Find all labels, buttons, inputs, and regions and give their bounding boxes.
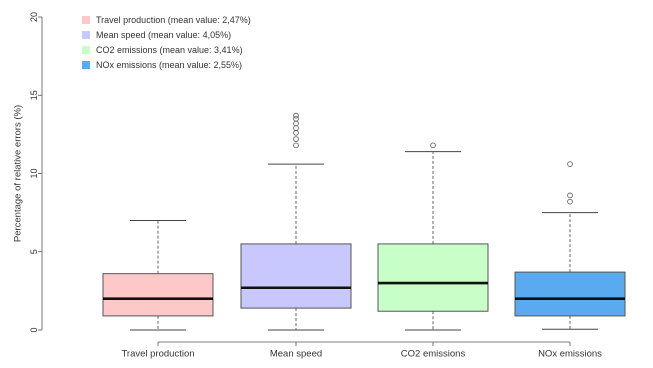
box: [514, 271, 626, 317]
y-axis-label: Percentage of relative errors (%): [13, 105, 24, 242]
category-label: Mean speed: [270, 349, 322, 360]
outlier-point: [293, 120, 299, 127]
outlier-point: [567, 192, 573, 199]
legend-swatch: [82, 16, 90, 24]
legend-entry-label: CO2 emissions (mean value: 3,41%): [96, 45, 243, 55]
category-label: NOx emissions: [538, 349, 602, 360]
legend-swatch: [82, 31, 90, 39]
outlier-point: [567, 198, 573, 205]
box: [240, 243, 352, 309]
outlier-point: [293, 125, 299, 131]
category-label: Travel production: [121, 349, 194, 360]
box: [102, 273, 214, 317]
outlier-point: [293, 136, 299, 142]
outlier-point: [430, 142, 436, 149]
box: [377, 243, 489, 312]
legend-swatch: [82, 46, 90, 54]
y-tick-label: 20: [29, 12, 39, 22]
category-label: CO2 emissions: [401, 349, 466, 360]
y-tick-label: 10: [29, 168, 39, 178]
y-tick-label: 0: [29, 327, 39, 332]
outlier-point: [293, 112, 299, 119]
outlier-point: [567, 161, 573, 167]
outlier-point: [293, 142, 299, 149]
outlier-point: [293, 115, 299, 122]
y-tick-label: 15: [29, 90, 39, 100]
legend-entry-label: NOx emissions (mean value: 2,55%): [96, 60, 242, 70]
legend-entry-label: Travel production (mean value: 2,47%): [96, 15, 251, 25]
legend-entry-label: Mean speed (mean value: 4,05%): [96, 30, 231, 40]
legend-swatch: [82, 61, 90, 69]
y-tick-label: 5: [29, 249, 39, 254]
outlier-point: [293, 129, 299, 136]
